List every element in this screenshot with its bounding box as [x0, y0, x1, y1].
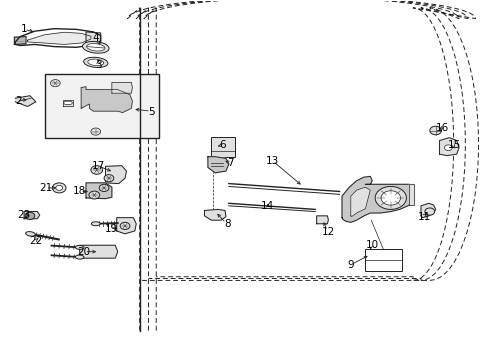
Polygon shape [15, 96, 36, 107]
Ellipse shape [75, 246, 84, 249]
Ellipse shape [88, 59, 103, 66]
Text: 23: 23 [18, 210, 31, 220]
Polygon shape [207, 157, 228, 173]
Ellipse shape [86, 44, 105, 51]
Circle shape [25, 212, 35, 220]
Polygon shape [86, 183, 112, 199]
Polygon shape [24, 212, 40, 219]
Circle shape [374, 186, 406, 210]
Polygon shape [112, 82, 132, 93]
Polygon shape [408, 184, 413, 205]
FancyBboxPatch shape [210, 136, 235, 157]
Text: 5: 5 [148, 107, 155, 117]
Ellipse shape [26, 231, 35, 236]
Polygon shape [439, 138, 458, 156]
Polygon shape [117, 218, 136, 234]
Text: 13: 13 [265, 156, 279, 166]
Polygon shape [14, 37, 26, 44]
Polygon shape [80, 245, 118, 258]
Ellipse shape [63, 101, 72, 105]
Ellipse shape [91, 222, 100, 226]
Polygon shape [341, 176, 413, 222]
Text: 14: 14 [261, 201, 274, 211]
Polygon shape [27, 32, 91, 44]
Polygon shape [316, 216, 328, 224]
Text: 12: 12 [321, 227, 334, 237]
Polygon shape [105, 166, 126, 184]
Text: 1: 1 [21, 24, 27, 35]
Text: 21: 21 [39, 183, 52, 193]
Text: 2: 2 [15, 96, 21, 106]
Text: 4: 4 [92, 33, 99, 43]
Circle shape [104, 175, 114, 182]
Circle shape [91, 166, 102, 174]
Text: 16: 16 [434, 123, 447, 133]
Circle shape [429, 126, 441, 135]
Text: 20: 20 [77, 247, 90, 257]
Text: 15: 15 [447, 140, 460, 150]
Ellipse shape [82, 41, 109, 53]
Text: 8: 8 [224, 219, 230, 229]
Ellipse shape [83, 57, 108, 68]
Polygon shape [204, 210, 225, 220]
Text: 10: 10 [365, 240, 378, 250]
Circle shape [89, 191, 100, 199]
Text: 9: 9 [347, 260, 353, 270]
Ellipse shape [75, 255, 84, 259]
Circle shape [99, 184, 109, 192]
Polygon shape [81, 87, 132, 113]
Circle shape [56, 185, 62, 190]
Circle shape [444, 145, 451, 150]
Text: 7: 7 [227, 158, 234, 168]
Text: 3: 3 [95, 60, 102, 70]
Text: 11: 11 [417, 212, 430, 221]
Polygon shape [420, 203, 435, 218]
Circle shape [91, 128, 101, 135]
Polygon shape [350, 187, 369, 217]
Circle shape [50, 80, 60, 87]
Circle shape [120, 222, 130, 229]
Polygon shape [63, 100, 73, 106]
Text: 19: 19 [105, 225, 118, 234]
Circle shape [380, 191, 400, 205]
Circle shape [52, 183, 66, 193]
Circle shape [424, 208, 434, 215]
Text: 17: 17 [91, 161, 104, 171]
Text: 6: 6 [219, 140, 225, 150]
Polygon shape [86, 32, 101, 44]
Text: 18: 18 [73, 186, 86, 197]
Text: 22: 22 [29, 236, 42, 246]
FancyBboxPatch shape [44, 74, 159, 138]
